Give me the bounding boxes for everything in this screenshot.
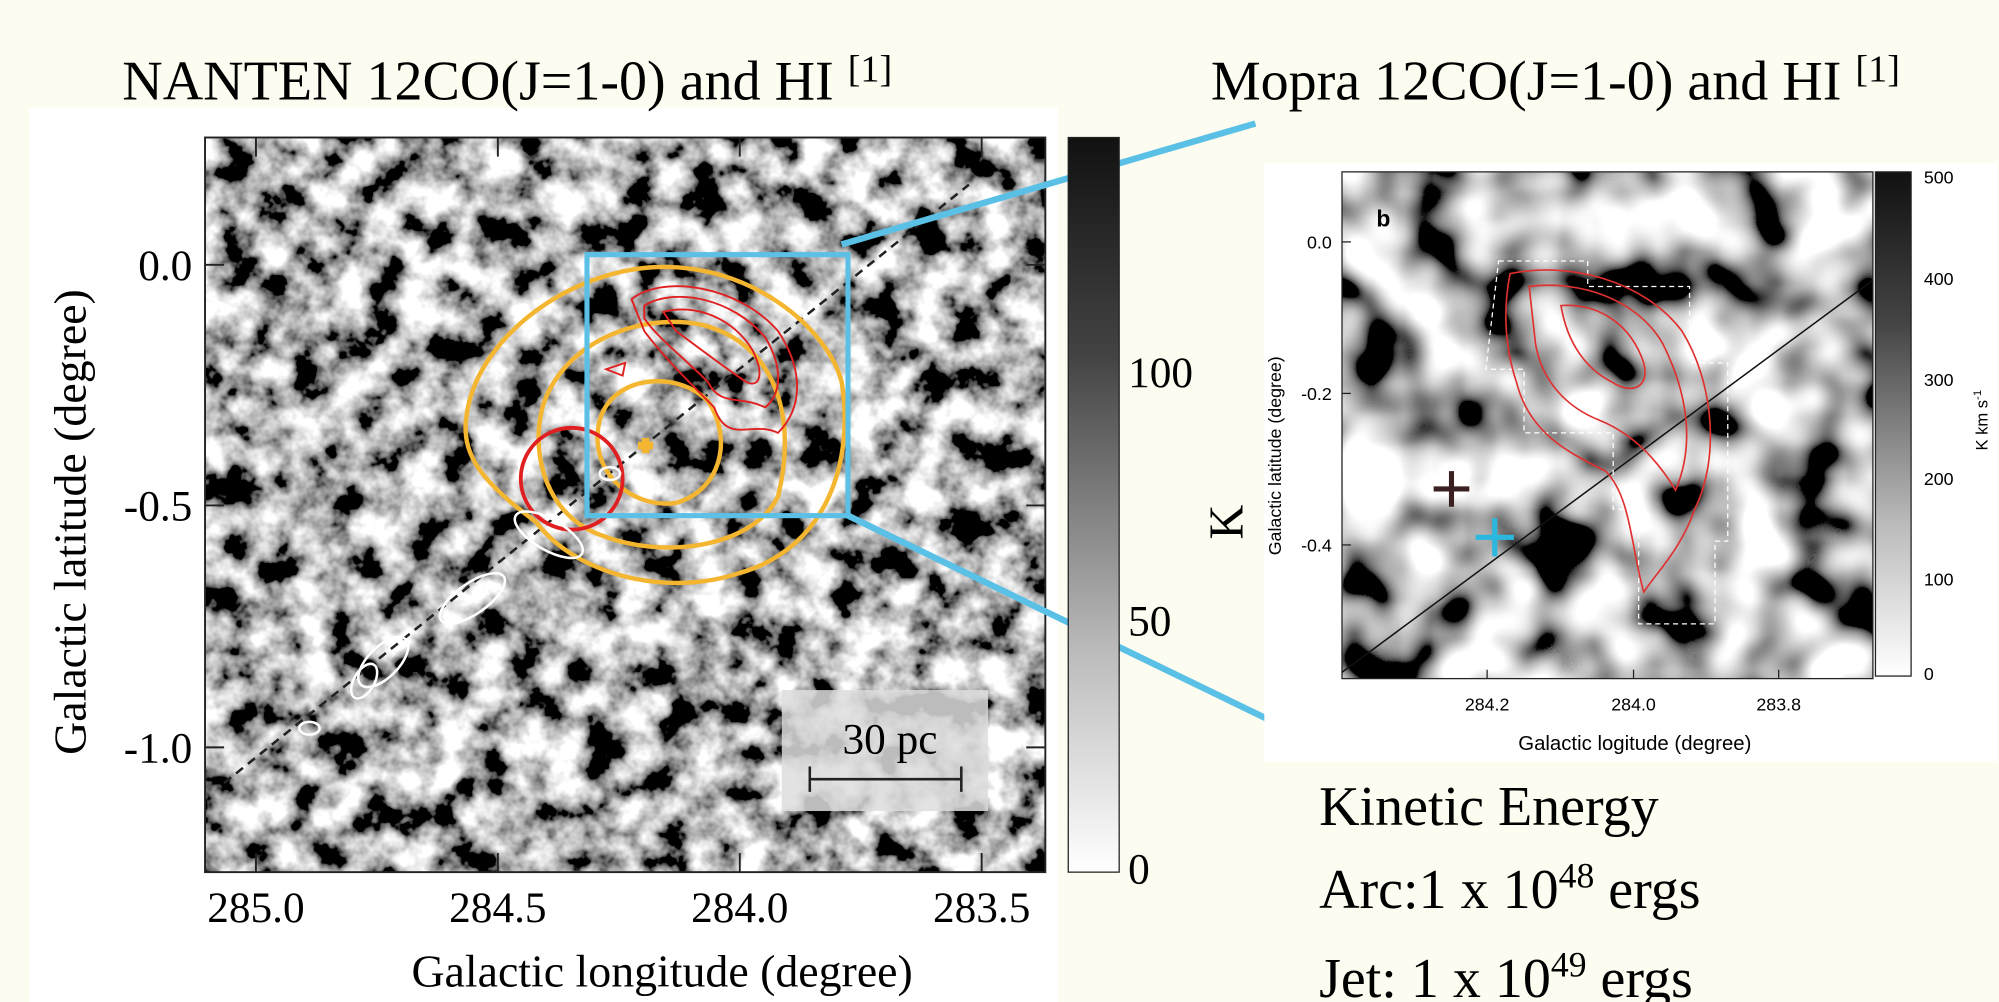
right-colorbar: [1875, 172, 1911, 676]
y-tick-label: -0.5: [124, 483, 193, 531]
y-axis-label: Galactic latitude (degree): [1265, 356, 1285, 555]
x-tick-label: 284.2: [1465, 694, 1510, 714]
x-tick-label: 283.5: [933, 884, 1030, 932]
y-axis-label: Galactic latitude (degree): [44, 289, 95, 755]
colorbar-tick-label: 500: [1924, 167, 1954, 187]
right-title: Mopra 12CO(J=1-0) and HI [1]: [1211, 48, 1900, 112]
title-text: Mopra 12CO(J=1-0) and HI: [1211, 50, 1842, 112]
colorbar-tick-label: 400: [1924, 269, 1954, 289]
ke-heading: Kinetic Energy: [1319, 776, 1659, 838]
colorbar-tick-label: 0: [1128, 846, 1150, 894]
ke-exponent: 48: [1559, 855, 1595, 895]
colorbar-tick-label: 50: [1128, 597, 1171, 645]
ke-prefix: Jet: 1 x 10: [1319, 948, 1551, 1002]
y-tick-label: 0.0: [138, 242, 192, 290]
right-map: [1342, 172, 1873, 679]
y-tick-label: -0.2: [1301, 384, 1332, 404]
title-ref: [1]: [848, 48, 893, 90]
ke-exponent: 49: [1551, 945, 1587, 985]
colorbar-unit-exp: -1: [1972, 390, 1984, 400]
panel-label: b: [1376, 206, 1390, 232]
x-tick-label: 284.5: [449, 884, 546, 932]
x-tick-label: 283.8: [1756, 694, 1801, 714]
colorbar-tick-label: 300: [1924, 370, 1954, 390]
colorbar-tick-label: 0: [1924, 664, 1934, 684]
x-axis-label: Galactic logitude (degree): [1518, 733, 1751, 755]
colorbar-tick-label: 100: [1128, 349, 1193, 397]
title-ref: [1]: [1855, 48, 1900, 90]
x-tick-label: 285.0: [207, 884, 304, 932]
ke-suffix: ergs: [1594, 859, 1700, 921]
colorbar-tick-label: 200: [1924, 469, 1954, 489]
x-tick-label: 284.0: [1611, 694, 1656, 714]
x-tick-label: 284.0: [691, 884, 788, 932]
y-tick-label: 0.0: [1307, 232, 1332, 252]
y-tick-label: -1.0: [124, 725, 193, 773]
ke-line: Arc:1 x 1048 ergs: [1319, 855, 1701, 920]
page: {"left_title":{"text":"NANTEN 12CO(J=1-0…: [0, 0, 1999, 1002]
scale-label: 30 pc: [843, 716, 938, 764]
left-colorbar: [1068, 138, 1119, 873]
slide: 30 pc K Galactic latitude (degree) Galac…: [0, 0, 1999, 1002]
title-text: NANTEN 12CO(J=1-0) and HI: [122, 50, 833, 112]
ke-suffix: ergs: [1587, 948, 1693, 1002]
x-axis-label: Galactic longitude (degree): [411, 946, 912, 997]
y-tick-label: -0.4: [1301, 535, 1332, 555]
left-title: NANTEN 12CO(J=1-0) and HI [1]: [122, 48, 892, 112]
colorbar-unit: K km s: [1972, 400, 1991, 451]
colorbar-label: K: [1201, 504, 1254, 539]
ke-line: Jet: 1 x 1049 ergs: [1319, 945, 1693, 1002]
ke-prefix: Arc:1 x 10: [1319, 859, 1559, 921]
colorbar-tick-label: 100: [1924, 570, 1954, 590]
